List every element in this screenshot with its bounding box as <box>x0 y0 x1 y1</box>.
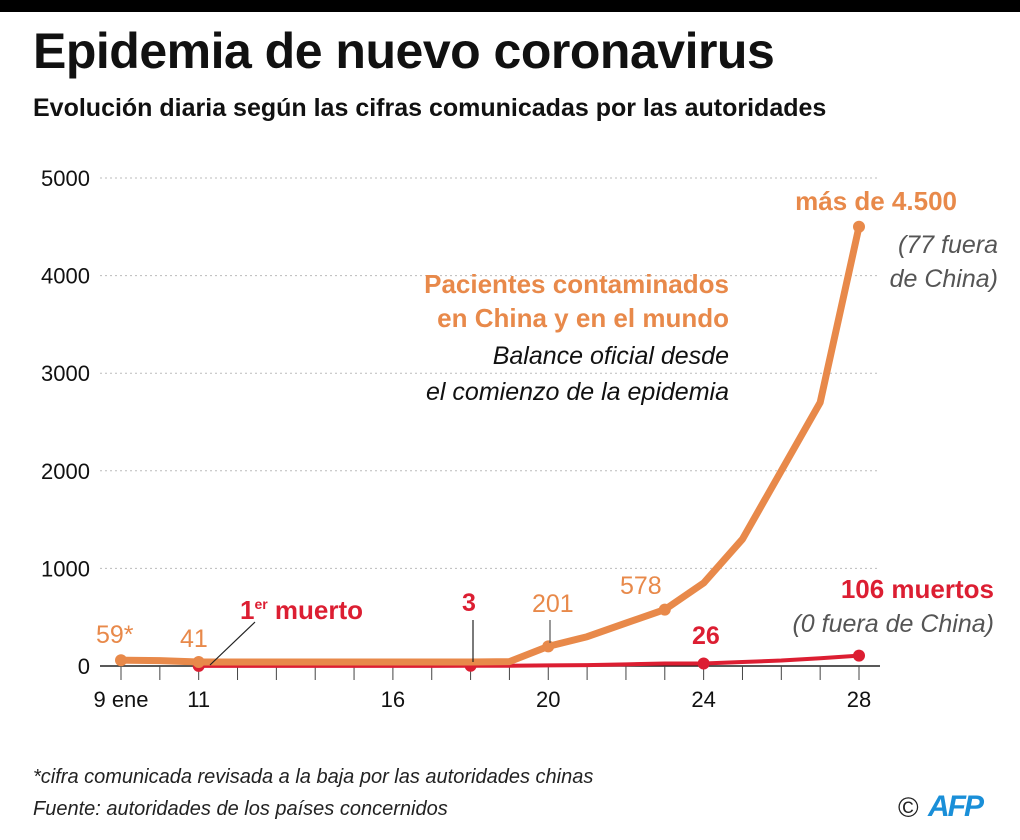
label-deaths-18: 3 <box>462 589 476 617</box>
chart-subtitle: Evolución diaria según las cifras comuni… <box>33 94 827 122</box>
label-cases-20: 201 <box>532 590 574 618</box>
x-tick-label: 28 <box>847 687 871 712</box>
leader-first-death <box>209 621 256 666</box>
label-cases-23: 578 <box>620 572 662 600</box>
cases-marker <box>115 654 127 667</box>
label-cases-28: más de 4.500 <box>795 186 957 216</box>
chart-title: Epidemia de nuevo coronavirus <box>33 23 775 79</box>
label-cases-11: 41 <box>180 625 208 653</box>
label-cases-9: 59* <box>96 621 134 649</box>
top-bar <box>0 0 1020 12</box>
y-tick-label: 5000 <box>41 166 90 191</box>
copyright-symbol: © <box>898 792 919 823</box>
y-tick-label: 0 <box>78 654 90 679</box>
y-tick-label: 4000 <box>41 264 90 289</box>
x-tick-label: 16 <box>381 687 405 712</box>
cases-line <box>120 226 863 666</box>
cases-legend-2: en China y en el mundo <box>437 303 729 333</box>
footnote: *cifra comunicada revisada a la baja por… <box>33 766 594 788</box>
cases-marker <box>192 655 205 668</box>
deaths-marker <box>697 657 710 670</box>
x-tick-label: 11 <box>187 687 210 712</box>
deaths-line <box>198 653 860 668</box>
afp-logo: AFP <box>928 790 984 823</box>
x-tick-label: 24 <box>691 687 715 712</box>
cases-marker <box>658 603 671 616</box>
note-cases-28-1: (77 fuera <box>898 231 998 259</box>
cases-marker <box>542 640 555 653</box>
label-first-death: 1er muerto <box>240 595 363 625</box>
label-deaths-24: 26 <box>692 622 720 650</box>
y-tick-label: 2000 <box>41 459 90 484</box>
deaths-marker <box>853 649 865 662</box>
label-deaths-28: 106 muertos <box>841 574 994 604</box>
y-tick-label: 1000 <box>41 556 90 581</box>
note-deaths-28: (0 fuera de China) <box>792 610 994 638</box>
cases-marker <box>853 220 865 233</box>
cases-legend-sub-2: el comienzo de la epidemia <box>426 378 729 406</box>
x-tick-label: 20 <box>536 687 560 712</box>
cases-legend-sub-1: Balance oficial desde <box>493 342 729 370</box>
note-cases-28-2: de China) <box>890 265 998 293</box>
cases-legend-1: Pacientes contaminados <box>424 269 729 299</box>
x-tick-label: 9 ene <box>93 687 148 712</box>
y-tick-label: 3000 <box>41 361 90 386</box>
source: Fuente: autoridades de los países concer… <box>33 798 448 820</box>
